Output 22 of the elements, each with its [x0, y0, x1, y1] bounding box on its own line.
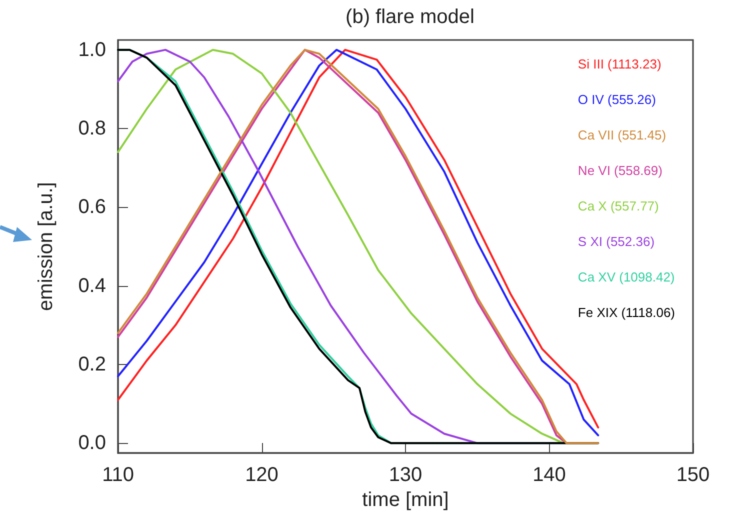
- y-tick-label: 0.0: [78, 432, 106, 454]
- y-tick-label: 0.4: [78, 274, 106, 297]
- x-tick-label: 130: [388, 464, 422, 486]
- text: Ca VII (551.45): [578, 128, 666, 142]
- chart-title: (b) flare model: [346, 6, 474, 28]
- x-tick-label: 110: [102, 464, 134, 486]
- x-axis-title: time [min]: [362, 488, 449, 511]
- x-tick-label: 140: [532, 464, 566, 486]
- text: Ca X (557.77): [578, 198, 659, 214]
- y-tick-label: 1.0: [78, 38, 106, 61]
- text: O IV (555.26): [578, 92, 656, 107]
- text: Fe XIX (1118.06): [578, 305, 676, 320]
- text: Ne VI (558.69): [578, 163, 662, 178]
- y-tick-label: 0.8: [78, 118, 106, 140]
- x-tick-label: 120: [245, 464, 278, 486]
- y-axis-title: emission [a.u.]: [35, 182, 57, 311]
- y-tick-label: 0.6: [78, 196, 106, 218]
- text: S XI (552.36): [578, 234, 655, 249]
- text: Ca XV (1098.42): [578, 270, 675, 284]
- text: Si III (1113.23): [578, 56, 662, 72]
- y-tick-label: 0.2: [78, 354, 106, 376]
- x-tick-label: 150: [676, 464, 710, 486]
